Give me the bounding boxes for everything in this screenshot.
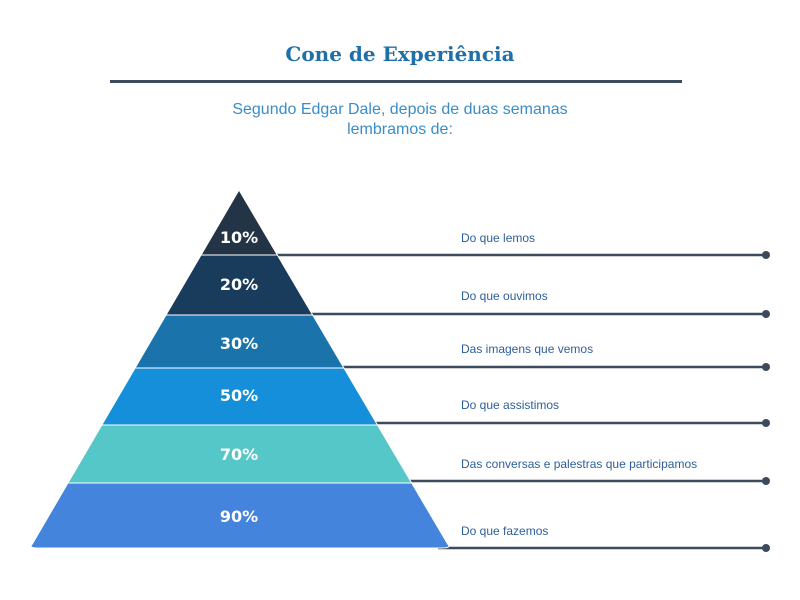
level-percent-4: 50% <box>219 386 259 405</box>
level-label-1: Do que lemos <box>461 231 536 245</box>
level-percent-5: 70% <box>219 445 259 464</box>
diagram-title: Cone de Experiência <box>285 42 515 66</box>
level-label-4: Do que assistimos <box>461 398 560 412</box>
connector-lines <box>265 251 770 552</box>
connector-dot-4 <box>762 419 770 427</box>
connector-dot-6 <box>762 544 770 552</box>
cone-levels <box>30 189 450 549</box>
level-percent-1: 10% <box>219 228 259 247</box>
connector-dot-3 <box>762 363 770 371</box>
level-percent-2: 20% <box>219 275 259 294</box>
cone-level-6 <box>30 482 450 549</box>
subtitle-line-1: Segundo Edgar Dale, depois de duas seman… <box>232 101 568 118</box>
level-label-5: Das conversas e palestras que participam… <box>461 457 698 471</box>
subtitle: Segundo Edgar Dale, depois de duas seman… <box>0 100 800 140</box>
connector-dot-1 <box>762 251 770 259</box>
level-label-2: Do que ouvimos <box>461 289 548 303</box>
subtitle-line-2: lembramos de: <box>347 121 453 138</box>
connector-dot-2 <box>762 310 770 318</box>
title-divider <box>110 80 682 83</box>
level-percent-3: 30% <box>219 334 259 353</box>
level-label-6: Do que fazemos <box>461 524 549 538</box>
connector-dot-5 <box>762 477 770 485</box>
level-label-3: Das imagens que vemos <box>461 342 594 356</box>
level-percent-6: 90% <box>219 507 259 526</box>
